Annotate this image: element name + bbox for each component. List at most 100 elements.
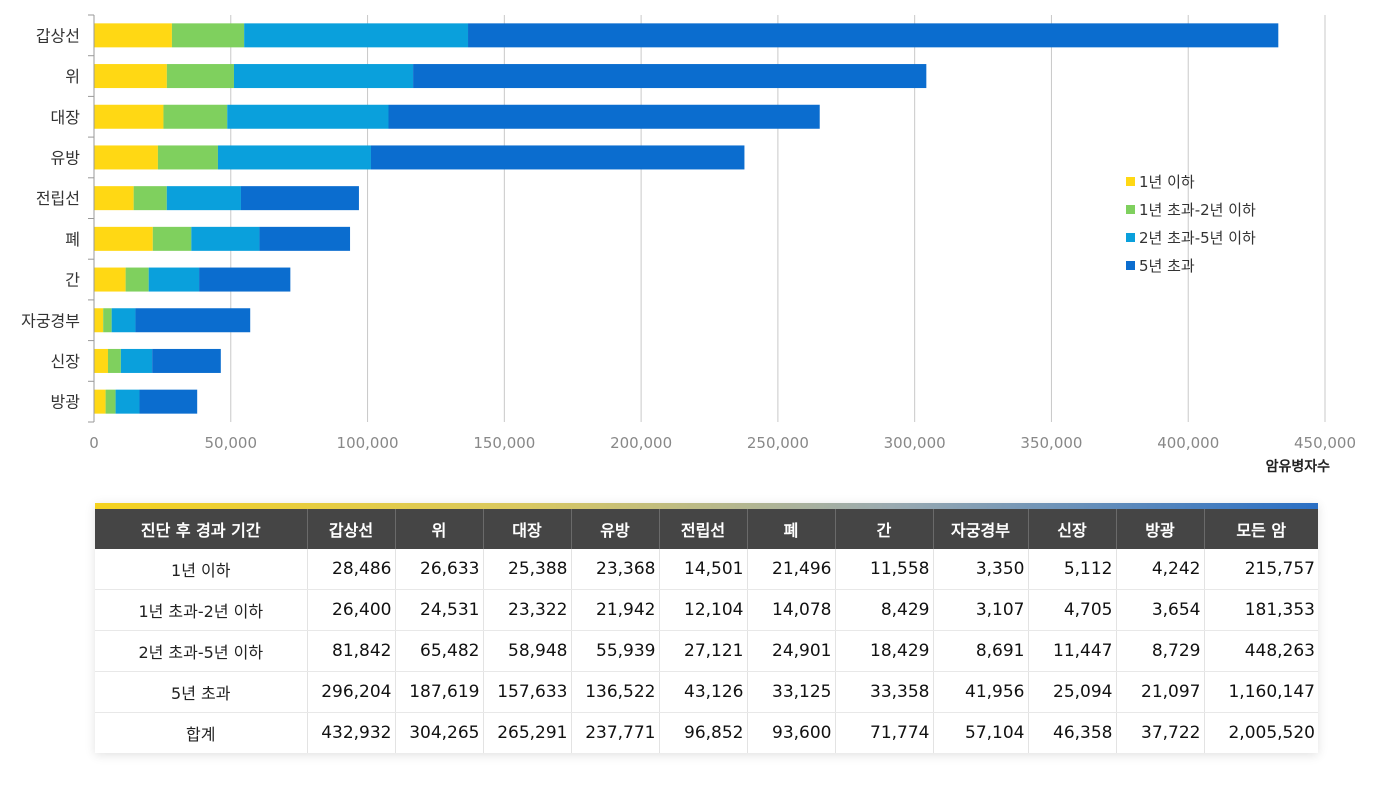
- table-cell: 157,633: [483, 671, 572, 713]
- x-tick-label: 0: [89, 434, 99, 452]
- bar-segment: [157, 145, 218, 170]
- legend-swatch: [1126, 261, 1135, 270]
- table-cell: 81,842: [307, 630, 396, 672]
- legend-label: 2년 초과-5년 이하: [1139, 229, 1256, 247]
- bar-segment: [133, 186, 167, 211]
- y-category-label: 간: [65, 271, 80, 290]
- y-category-label: 위: [65, 67, 80, 86]
- y-category-label: 갑상선: [36, 26, 80, 45]
- bar-segment: [163, 104, 228, 129]
- bar-segment: [94, 226, 153, 251]
- x-tick-label: 150,000: [473, 434, 535, 452]
- axes: 0 50,000 100,000 150,000 200,000 250,000 300,0…: [21, 14, 1356, 452]
- table-header-cell: 간: [835, 509, 934, 549]
- table-cell: 237,771: [571, 712, 660, 753]
- table-cell: 41,956: [933, 671, 1029, 713]
- table-cell: 11,558: [835, 549, 934, 590]
- legend-swatch: [1126, 233, 1135, 242]
- bar-segment: [227, 104, 389, 129]
- bar-segment: [413, 64, 927, 89]
- table-cell: 33,358: [835, 671, 934, 713]
- y-category-label: 폐: [65, 230, 80, 249]
- table-header-cell: 유방: [571, 509, 660, 549]
- legend: 1년 이하 1년 초과-2년 이하 2년 초과-5년 이하 5년 초과: [1126, 173, 1256, 275]
- legend-label: 5년 초과: [1139, 257, 1195, 275]
- table-cell: 21,942: [571, 589, 660, 631]
- legend-swatch: [1126, 205, 1135, 214]
- y-category-label: 방광: [51, 393, 81, 412]
- legend-label: 1년 이하: [1139, 173, 1195, 191]
- table-cell: 57,104: [933, 712, 1029, 753]
- bar-segment: [244, 23, 469, 48]
- table-row-label: 5년 초과: [95, 671, 308, 713]
- bar-segment: [94, 186, 134, 211]
- table-cell: 27,121: [659, 630, 748, 672]
- x-tick-label: 250,000: [747, 434, 809, 452]
- table-header-cell: 신장: [1028, 509, 1117, 549]
- table-cell: 21,496: [747, 549, 836, 590]
- table-cell: 96,852: [659, 712, 748, 753]
- table-cell: 43,126: [659, 671, 748, 713]
- table-cell: 11,447: [1028, 630, 1117, 672]
- bar-segment: [94, 23, 172, 48]
- bar-segment: [94, 145, 158, 170]
- table-cell: 55,939: [571, 630, 660, 672]
- table-cell: 25,094: [1028, 671, 1117, 713]
- table-accent-stripe: [95, 503, 1318, 509]
- table-header-cell: 모든 암: [1204, 509, 1318, 549]
- x-tick-label: 50,000: [205, 434, 258, 452]
- table-cell: 3,350: [933, 549, 1029, 590]
- bars: [94, 23, 1279, 414]
- table-row: 5년 초과 296,204 187,619 157,633 136,522 43,126 3…: [95, 671, 1318, 713]
- table-header-cell: 대장: [483, 509, 572, 549]
- table-header-cell: 전립선: [659, 509, 748, 549]
- table-cell: 23,322: [483, 589, 572, 631]
- bar-segment: [125, 267, 149, 292]
- table-cell: 4,242: [1116, 549, 1205, 590]
- x-tick-label: 100,000: [337, 434, 399, 452]
- bar-segment: [111, 308, 136, 333]
- table-cell: 37,722: [1116, 712, 1205, 753]
- bar-segment: [139, 389, 198, 414]
- y-category-label: 자궁경부: [21, 311, 80, 330]
- bar-segment: [120, 348, 153, 373]
- x-tick-label: 350,000: [1020, 434, 1082, 452]
- table-cell: 4,705: [1028, 589, 1117, 631]
- bar-segment: [135, 308, 251, 333]
- table-cell: 26,400: [307, 589, 396, 631]
- table-row: 합계 432,932 304,265 265,291 237,771 96,852 93,6…: [95, 712, 1318, 753]
- x-tick-label: 300,000: [884, 434, 946, 452]
- bar-segment: [152, 226, 192, 251]
- bar-segment: [105, 389, 116, 414]
- table-cell: 26,633: [395, 549, 484, 590]
- bar-segment: [388, 104, 820, 129]
- data-table-container: 진단 후 경과 기간 갑상선 위 대장 유방 전립선 폐 간 자궁경부 신장 방광 모든 암 1년 이…: [95, 503, 1318, 753]
- table-cell: 25,388: [483, 549, 572, 590]
- bar-segment: [191, 226, 260, 251]
- x-tick-label: 200,000: [610, 434, 672, 452]
- stacked-bar-chart: 0 50,000 100,000 150,000 200,000 250,000 300,0…: [21, 14, 1356, 475]
- table-cell: 71,774: [835, 712, 934, 753]
- table-cell: 14,078: [747, 589, 836, 631]
- table-cell: 93,600: [747, 712, 836, 753]
- table-cell: 187,619: [395, 671, 484, 713]
- table-header-cell: 방광: [1116, 509, 1205, 549]
- table-row-label: 1년 초과-2년 이하: [95, 589, 308, 631]
- bar-segment: [94, 267, 126, 292]
- x-axis-label: 암유병자수: [1266, 458, 1331, 475]
- table-row-label: 2년 초과-5년 이하: [95, 630, 308, 672]
- table-cell: 33,125: [747, 671, 836, 713]
- x-tick-label: 450,000: [1294, 434, 1356, 452]
- table-cell: 3,654: [1116, 589, 1205, 631]
- table-header-cell: 갑상선: [307, 509, 396, 549]
- table-cell: 448,263: [1204, 630, 1318, 672]
- table-cell: 2,005,520: [1204, 712, 1318, 753]
- table-row: 1년 이하 28,486 26,633 25,388 23,368 14,501 21,49…: [95, 549, 1318, 590]
- table-row: 1년 초과-2년 이하 26,400 24,531 23,322 21,942 12,10…: [95, 589, 1318, 631]
- bar-segment: [199, 267, 291, 292]
- bar-segment: [103, 308, 112, 333]
- bar-segment: [94, 308, 104, 333]
- table-cell: 8,691: [933, 630, 1029, 672]
- legend-swatch: [1126, 177, 1135, 186]
- bar-segment: [171, 23, 245, 48]
